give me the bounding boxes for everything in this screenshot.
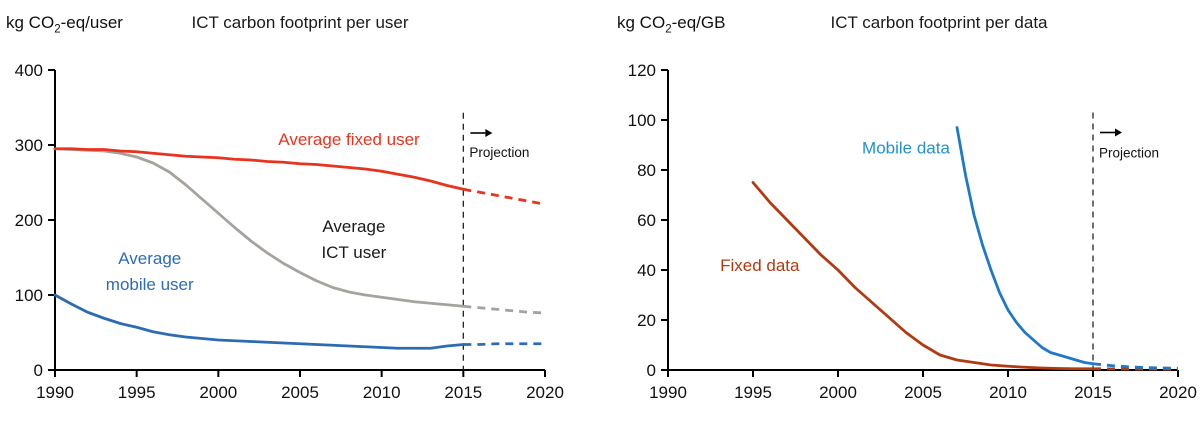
y-tick-label: 400 [15,61,43,80]
chart-title: ICT carbon footprint per user [191,13,409,32]
x-tick-label: 2000 [199,383,237,402]
series-label: mobile user [106,275,194,294]
chart-panel-per-data: kg CO2-eq/GB ICT carbon footprint per da… [600,0,1200,425]
series-line-average-ict-user [53,147,465,308]
y-axis-unit-label: kg CO2-eq/GB [617,13,725,35]
chart-panel-per-user: kg CO2-eq/user ICT carbon footprint per … [6,13,564,402]
x-tick-label: 2020 [1159,383,1197,402]
projection-label: Projection [1099,146,1159,161]
projection-arrow-head [1115,128,1122,137]
series-line-average-fixed-user-projection [463,187,546,206]
y-tick-label: 100 [15,286,43,305]
unit-suffix: -eq/user [60,13,123,32]
x-tick-label: 1990 [36,383,74,402]
y-tick-label: 80 [637,161,656,180]
x-tick-label: 1990 [649,383,687,402]
line-chart-per-user: 0 100 200 300 400 1990 1995 2000 2005 2010 2015 202… [15,61,564,402]
series-label: Average [322,217,385,236]
x-tick-label: 2010 [989,383,1027,402]
x-tick-label: 1995 [734,383,772,402]
y-tick-label: 20 [637,311,656,330]
x-tick-label: 2005 [281,383,319,402]
series-line-average-mobile-user [53,293,465,350]
y-tick-label: 40 [637,261,656,280]
unit-suffix: -eq/GB [671,13,726,32]
unit-subscript: 2 [665,23,672,36]
series-label: Average fixed user [278,130,420,149]
series-line-average-ict-user-projection [463,304,546,315]
unit-prefix: kg CO [617,13,666,32]
x-tick-label: 1995 [118,383,156,402]
y-tick-label: 120 [628,61,656,80]
y-tick-label: 0 [647,361,656,380]
x-tick-label: 2020 [526,383,564,402]
series-line-average-fixed-user [53,147,465,191]
x-tick-label: 2015 [1074,383,1112,402]
x-tick-label: 2000 [819,383,857,402]
unit-subscript: 2 [54,23,61,36]
chart-title: ICT carbon footprint per data [830,13,1048,32]
y-tick-label: 200 [15,211,43,230]
y-tick-label: 300 [15,136,43,155]
projection-label: Projection [469,145,529,160]
line-chart-per-data: 0 20 40 60 80 100 120 1990 1995 2000 2005 2010 2015 2… [628,61,1197,402]
series-label: Fixed data [720,256,800,275]
x-tick-label: 2005 [904,383,942,402]
y-tick-label: 100 [628,111,656,130]
x-tick-label: 2015 [444,383,482,402]
y-axis-unit-label: kg CO2-eq/user [6,13,123,35]
unit-prefix: kg CO [6,13,55,32]
series-line-average-mobile-user-projection [463,342,545,346]
y-tick-label: 0 [34,361,43,380]
projection-arrow-head [485,129,493,137]
series-line-mobile-data [955,126,1095,366]
series-label: Average [118,249,181,268]
y-tick-label: 60 [637,211,656,230]
series-line-fixed-data-projection [1092,367,1179,371]
series-label: ICT user [321,243,386,262]
series-line-mobile-data-projection [1092,362,1179,370]
series-label: Mobile data [862,139,950,158]
x-tick-label: 2010 [363,383,401,402]
series-line-fixed-data [751,181,1095,371]
